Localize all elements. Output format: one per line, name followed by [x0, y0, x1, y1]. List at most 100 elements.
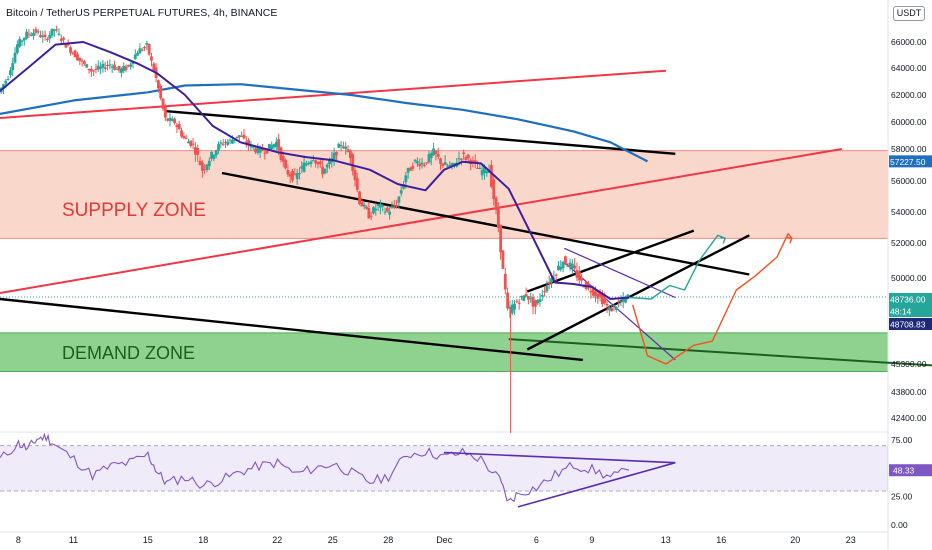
candle-body: [506, 292, 509, 309]
candle-body: [210, 151, 213, 159]
candle-body: [379, 204, 382, 208]
candle-body: [531, 297, 535, 307]
candle-body: [316, 161, 320, 165]
candle-body: [554, 274, 558, 276]
price-tick-label: 60000.00: [891, 117, 927, 127]
candle-body: [617, 301, 620, 303]
candle-body: [369, 215, 373, 217]
candle-body: [293, 173, 297, 175]
candle-body: [395, 205, 398, 207]
candle-body: [11, 63, 15, 71]
candle-body: [166, 118, 170, 121]
candle-body: [559, 266, 563, 270]
candle-body: [353, 170, 357, 181]
candle-body: [527, 296, 530, 300]
candle-body: [80, 60, 84, 62]
price-badge: [889, 318, 932, 330]
candle-body: [136, 52, 139, 56]
candle-body: [4, 80, 8, 84]
candle-body: [59, 38, 63, 41]
currency-selector[interactable]: USDT: [893, 6, 925, 21]
projection-bullish-arrowhead: [720, 236, 727, 244]
candle-body: [335, 151, 338, 156]
candle-body: [425, 162, 429, 164]
candle-body: [108, 64, 112, 66]
candle-body: [124, 66, 128, 70]
candle-body: [522, 295, 526, 301]
candle-body: [20, 40, 24, 42]
candle-body: [159, 85, 163, 99]
candle-body: [503, 273, 507, 290]
candle-body: [496, 208, 500, 229]
candle-body: [448, 164, 452, 166]
candle-body: [106, 65, 109, 67]
candle-body: [490, 165, 493, 187]
candle-body: [362, 204, 366, 207]
candle-body: [499, 224, 503, 253]
time-tick-label: 22: [272, 535, 282, 545]
candle-body: [510, 304, 514, 314]
time-tick-label: Dec: [436, 535, 453, 545]
candle-body: [258, 146, 262, 153]
candle-body: [200, 162, 204, 171]
candle-body: [577, 271, 581, 281]
candle-body: [122, 66, 126, 72]
time-tick-label: 6: [534, 535, 539, 545]
candle-body: [244, 141, 248, 144]
candle-body: [432, 148, 435, 156]
candle-body: [524, 293, 528, 297]
candle-body: [78, 57, 82, 61]
price-tick-label: 66000.00: [891, 37, 927, 47]
ascending-channel-lower: [526, 234, 750, 351]
candle-body: [399, 190, 403, 194]
candle-body: [404, 175, 408, 183]
candle-body: [471, 160, 475, 162]
candle-body: [22, 37, 26, 41]
candle-body: [150, 56, 153, 61]
candle-body: [120, 68, 123, 73]
rsi-line: [0, 432, 630, 502]
projection-dip-arrowhead: [786, 236, 793, 244]
candle-body: [207, 160, 211, 167]
price-badge-label: 48708.83: [890, 320, 926, 330]
candle-body: [358, 191, 361, 205]
candle-body: [360, 201, 364, 207]
candle-body: [180, 130, 183, 137]
candle-body: [621, 296, 625, 302]
candle-body: [242, 134, 246, 139]
candle-body: [564, 256, 567, 265]
candle-body: [6, 78, 10, 80]
time-tick-label: 18: [198, 535, 208, 545]
candle-body: [337, 144, 341, 148]
candle-body: [277, 139, 281, 151]
candle-body: [318, 161, 322, 165]
time-tick-label: 28: [383, 535, 393, 545]
candle-body: [605, 303, 609, 306]
candle-body: [27, 33, 31, 35]
candle-body: [226, 141, 230, 145]
candle-body: [103, 67, 107, 69]
candle-body: [422, 165, 426, 167]
candle-body: [117, 65, 121, 71]
demand-trendline: [508, 338, 932, 367]
candle-body: [64, 44, 68, 48]
candle-body: [580, 277, 583, 281]
rsi-tick-label: 0.00: [891, 520, 908, 530]
price-tick-label: 54000.00: [891, 207, 927, 217]
price-tick-label: 52000.00: [891, 238, 927, 248]
candle-body: [140, 49, 144, 51]
candle-body: [344, 146, 348, 149]
candle-body: [392, 205, 396, 207]
candle-body: [515, 301, 519, 303]
candle-body: [406, 167, 410, 173]
candle-body: [381, 205, 385, 207]
candle-body: [302, 162, 306, 172]
candle-body: [314, 160, 318, 164]
candle-body: [459, 158, 463, 160]
price-tick-label: 43800.00: [891, 387, 927, 397]
candle-body: [439, 158, 442, 165]
candle-body: [196, 147, 200, 155]
rsi-tick-label: 75.00: [891, 435, 913, 445]
candle-body: [191, 143, 195, 145]
